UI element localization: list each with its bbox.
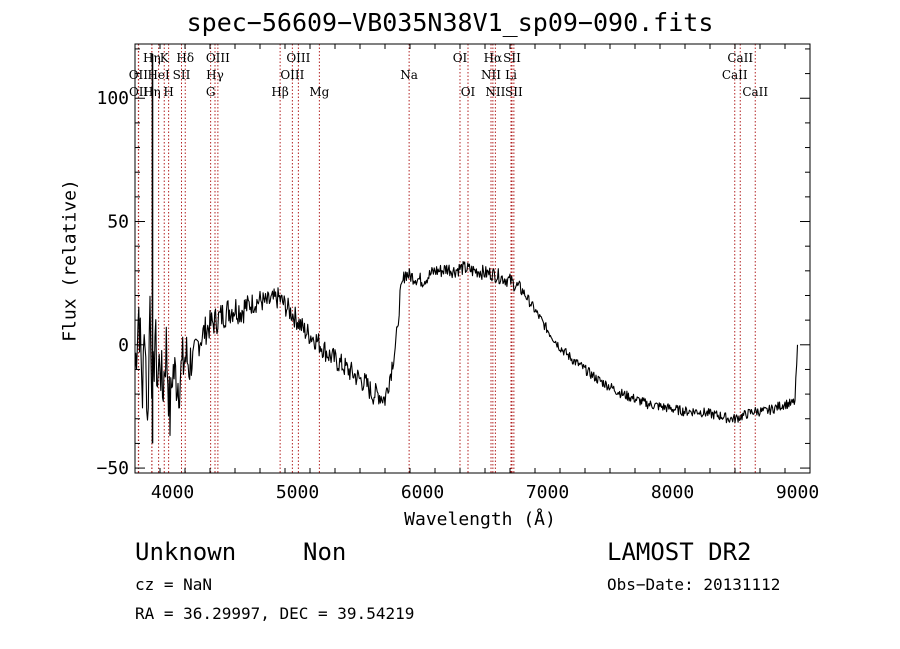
line-label-15: NII	[481, 68, 501, 82]
object-subclass: Non	[303, 538, 347, 566]
plot-frame	[134, 43, 811, 474]
redshift-value: cz = NaN	[135, 575, 213, 594]
line-label-23: Mg	[309, 85, 329, 99]
x-tick-label-9000: 9000	[776, 482, 819, 503]
object-class: Unknown	[135, 538, 237, 566]
survey-name: LAMOST DR2	[607, 538, 752, 566]
x-tick-label-7000: 7000	[526, 482, 569, 503]
y-tick-label-100: 100	[96, 88, 129, 109]
line-label-10: HeI	[147, 68, 170, 82]
line-label-4: OIII	[286, 51, 310, 65]
line-label-18: OII	[129, 85, 149, 99]
spectrum-line	[134, 260, 799, 437]
x-tick-label-5000: 5000	[276, 482, 319, 503]
y-axis-label: Flux (relative)	[59, 179, 81, 342]
line-label-25: NII	[485, 85, 505, 99]
observation-date: Obs−Date: 20131112	[607, 575, 781, 594]
line-label-17: CaII	[722, 68, 748, 82]
x-tick-label-6000: 6000	[401, 482, 444, 503]
y-tick-label-0: 0	[118, 335, 129, 356]
line-label-2: Hδ	[176, 51, 194, 65]
line-label-9: OII	[129, 68, 149, 82]
y-tick-label--50: −50	[96, 458, 129, 479]
line-label-24: OI	[461, 85, 476, 99]
line-label-7: SII	[503, 51, 521, 65]
line-label-19: Hη	[143, 85, 161, 99]
spectrum-series	[134, 53, 799, 444]
line-label-3: OIII	[206, 51, 230, 65]
coordinates: RA = 36.29997, DEC = 39.54219	[135, 604, 415, 623]
line-label-14: Na	[400, 68, 418, 82]
plot-border	[134, 43, 811, 474]
line-label-6: Hα	[484, 51, 503, 65]
line-label-21: G	[206, 85, 216, 99]
line-label-20: H	[163, 85, 173, 99]
chart-title: spec−56609−VB035N38V1_sp09−090.fits	[186, 8, 714, 37]
line-label-0: Hη	[143, 51, 161, 65]
line-label-1: K	[160, 51, 170, 65]
line-label-11: SII	[173, 68, 191, 82]
axis-ticks: 4000 5000 6000 7000 8000 9000 −50 0 50 100	[96, 44, 819, 503]
line-label-13: OIII	[280, 68, 304, 82]
x-tick-label-4000: 4000	[151, 482, 194, 503]
line-label-8: CaII	[727, 51, 753, 65]
y-tick-label-50: 50	[107, 212, 129, 233]
line-label-16: Li	[505, 68, 517, 82]
line-label-12: Hγ	[206, 68, 224, 82]
x-axis-label: Wavelength (Å)	[404, 509, 556, 530]
line-label-22: Hβ	[271, 85, 288, 99]
line-label-26: SII	[505, 85, 523, 99]
x-tick-label-8000: 8000	[651, 482, 694, 503]
line-label-27: CaII	[742, 85, 768, 99]
line-label-5: OI	[453, 51, 468, 65]
